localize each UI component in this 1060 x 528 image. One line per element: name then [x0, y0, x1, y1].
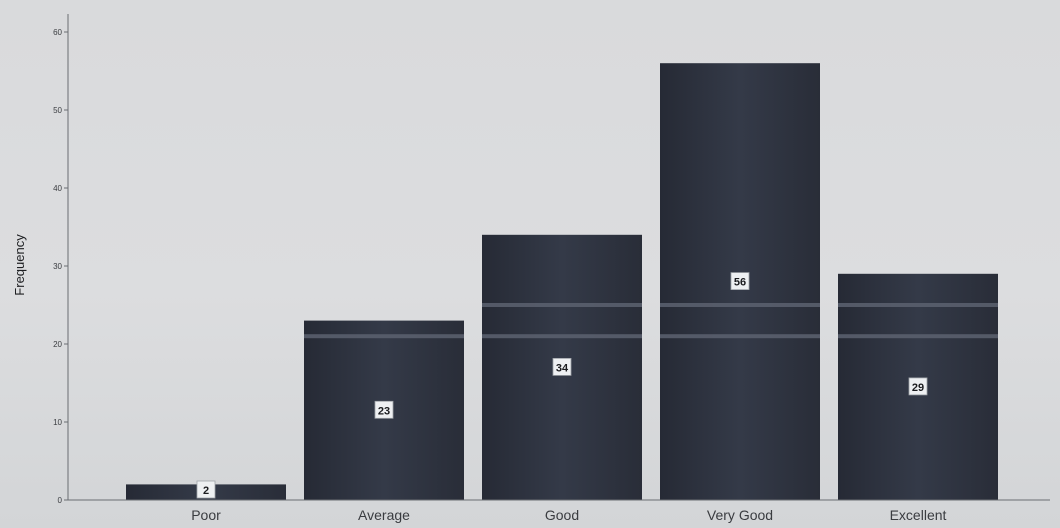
data-label-box	[196, 480, 216, 499]
bar-highlight-band	[304, 334, 464, 339]
y-tick-label: 40	[53, 184, 62, 193]
data-label-box	[552, 357, 572, 376]
data-label-box	[908, 377, 928, 396]
bar-highlight-band	[660, 303, 820, 307]
data-label: 2	[203, 485, 209, 497]
bar-highlight-band	[482, 334, 642, 339]
y-tick-label: 0	[58, 496, 63, 505]
data-label-box	[730, 272, 750, 291]
y-tick-label: 60	[53, 28, 62, 37]
axes-group: 0 10 20 30 40 50 60 Poor Average Good Very Good Exc…	[53, 14, 1050, 523]
bar-highlight-band	[838, 334, 998, 339]
x-tick-label: Poor	[191, 507, 221, 523]
data-label: 29	[912, 382, 924, 394]
bar-highlight-band	[482, 303, 642, 307]
y-axis-title: Frequency	[12, 234, 27, 296]
x-tick-label: Very Good	[707, 507, 773, 523]
x-tick-label: Excellent	[890, 507, 947, 523]
y-tick-label: 20	[53, 340, 62, 349]
y-tick-label: 30	[53, 262, 62, 271]
bar-highlight-band	[660, 334, 820, 339]
bar-highlight-band	[838, 303, 998, 307]
x-tick-label: Good	[545, 507, 579, 523]
data-label-box	[374, 400, 394, 419]
data-label: 56	[734, 277, 746, 289]
x-tick-label: Average	[358, 507, 410, 523]
y-tick-label: 50	[53, 106, 62, 115]
bars-group: 2 23 34 56 29	[126, 63, 998, 501]
data-label: 23	[378, 405, 390, 417]
data-label: 34	[556, 362, 569, 374]
y-tick-label: 10	[53, 418, 62, 427]
